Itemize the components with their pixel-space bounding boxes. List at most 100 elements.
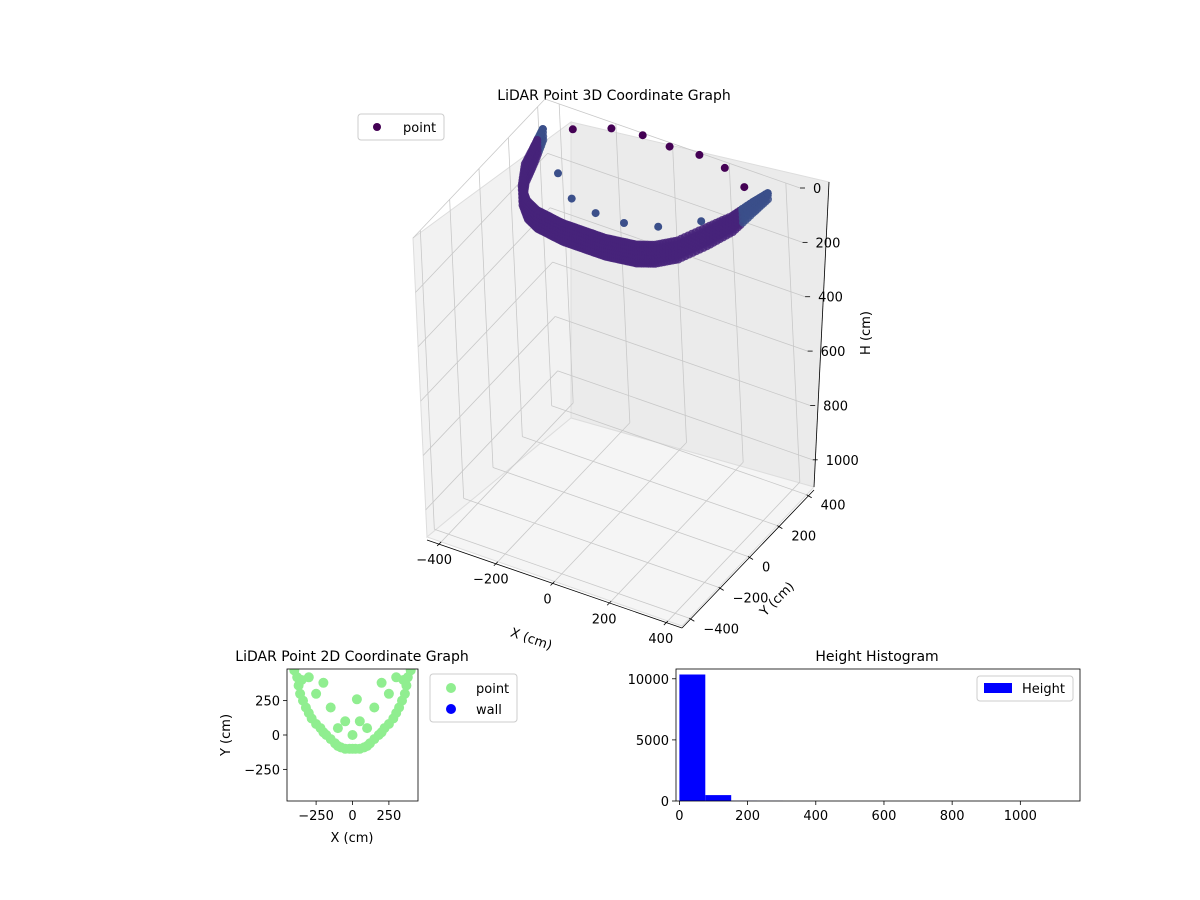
- y-tick-label-3d: 400: [821, 499, 846, 514]
- grid-line: [434, 528, 690, 619]
- x-tick-label-hist: 200: [735, 809, 760, 824]
- legend-2d: point wall: [429, 673, 518, 723]
- points-3d: [517, 124, 772, 268]
- legend-histogram-box: [976, 675, 1074, 702]
- data-point-2d: [369, 702, 380, 713]
- z-axis-line: [813, 181, 830, 488]
- y-tick-label-2d: −250: [244, 763, 280, 778]
- grid-line: [544, 98, 801, 189]
- y-tick-label-3d: 200: [791, 530, 816, 545]
- grid-line: [449, 199, 465, 499]
- z-axis-label-3d: H (cm): [859, 311, 874, 355]
- legend-histogram-label: Height: [1022, 682, 1065, 697]
- chart-2d-title: LiDAR Point 2D Coordinate Graph: [235, 649, 468, 665]
- data-point-2d: [296, 675, 307, 685]
- grid-line: [422, 316, 556, 456]
- z-tick-label-3d: 600: [821, 345, 846, 360]
- ticks-3d: −400 −200 0 200 400 −400 −200 0 200 400 0 200 400 600…: [416, 182, 859, 647]
- data-point-2d: [376, 677, 387, 688]
- data-point-3d: [740, 183, 749, 192]
- grid-line: [551, 405, 807, 496]
- grid-line: [557, 370, 813, 461]
- y-tick-3d: [777, 525, 783, 529]
- histogram-bar: [705, 795, 732, 801]
- chart-3d: LiDAR Point 3D Coordinate Graph −400 −200…: [357, 88, 874, 654]
- y-tick-label-2d: 250: [255, 695, 280, 710]
- grid-line: [425, 370, 559, 511]
- histogram-bars: [679, 674, 783, 801]
- y-tick-label-3d: −200: [733, 591, 769, 606]
- x-axis-line: [426, 539, 683, 629]
- legend-2d-point-marker: [446, 683, 456, 693]
- legend-histogram: Height: [976, 675, 1074, 702]
- grid-line: [522, 436, 778, 526]
- legend-3d-point-label: point: [403, 121, 436, 136]
- z-tick-label-3d: 1000: [826, 454, 859, 469]
- grid-line: [552, 261, 808, 352]
- z-tick-label-3d: 400: [818, 291, 843, 306]
- grid-line: [412, 98, 546, 239]
- grid-line: [672, 143, 687, 443]
- data-point-3d: [697, 217, 706, 226]
- y-tick-3d: [747, 556, 754, 560]
- z-tick-label-3d: 800: [823, 399, 848, 414]
- grid-line: [478, 168, 494, 468]
- x-tick-label-hist: 600: [872, 809, 897, 824]
- data-point-3d: [567, 194, 576, 203]
- grid-line: [419, 230, 435, 530]
- data-point-3d: [695, 150, 704, 159]
- x-tick-label-hist: 0: [675, 809, 683, 824]
- chart-histogram: Height Histogram 0 200 400 600 800 1000050001…: [628, 649, 1081, 824]
- legend-3d: point: [357, 113, 445, 141]
- grid-line: [417, 207, 551, 348]
- grid-3d: [412, 98, 813, 622]
- grid-line: [463, 498, 719, 588]
- x-tick-3d: [550, 581, 555, 586]
- x-tick-label-2d: 250: [376, 809, 401, 824]
- x-axis-label-2d: X (cm): [331, 831, 374, 846]
- histogram-bar: [679, 674, 706, 801]
- y-tick-label-hist: 5000: [636, 734, 669, 749]
- chart-2d: LiDAR Point 2D Coordinate Graph −250 0 250…: [219, 649, 518, 846]
- data-point-3d: [591, 209, 600, 218]
- data-point-2d: [332, 723, 343, 734]
- histogram-frame: [675, 668, 1081, 802]
- data-point-3d: [620, 219, 628, 227]
- data-point-3d: [568, 125, 577, 134]
- data-point-2d: [383, 688, 394, 699]
- data-point-2d: [340, 716, 351, 727]
- legend-2d-wall-label: wall: [476, 703, 502, 718]
- x-tick-3d: [606, 600, 612, 606]
- y-axis-label-2d: Y (cm): [219, 714, 234, 757]
- x-tick-label-3d: 400: [648, 632, 673, 647]
- x-tick-label-hist: 1000: [1004, 809, 1037, 824]
- grid-line: [547, 152, 803, 243]
- x-tick-label-3d: 200: [592, 612, 617, 627]
- y-axis-line: [681, 489, 815, 629]
- x-tick-label-hist: 800: [940, 809, 965, 824]
- data-point-3d: [720, 163, 729, 172]
- grid-line: [507, 137, 523, 437]
- grid-line: [615, 123, 631, 423]
- histogram-title: Height Histogram: [815, 649, 938, 665]
- x-tick-label-3d: 0: [543, 593, 551, 608]
- data-point-2d: [347, 730, 358, 740]
- z-tick-label-3d: 0: [813, 182, 821, 197]
- grid-line: [555, 316, 811, 406]
- data-point-3d: [763, 189, 772, 198]
- data-point-3d: [665, 142, 674, 151]
- legend-3d-point-marker: [373, 123, 381, 131]
- grid-line: [420, 261, 553, 402]
- data-point-3d: [554, 169, 562, 178]
- x-axis-label-3d: X (cm): [508, 626, 554, 654]
- ticks-2d: −250 0 250 −250 0 250: [244, 695, 401, 824]
- x-tick-3d: [493, 561, 499, 567]
- legend-2d-wall-marker: [446, 704, 456, 714]
- y-tick-label-2d: 0: [272, 729, 280, 744]
- x-tick-label-2d: 0: [348, 809, 356, 824]
- data-point-2d: [351, 694, 362, 705]
- data-point-2d: [399, 688, 410, 699]
- y-tick-3d: [718, 587, 724, 591]
- legend-2d-point-label: point: [476, 682, 509, 697]
- x-tick-3d: [663, 620, 669, 626]
